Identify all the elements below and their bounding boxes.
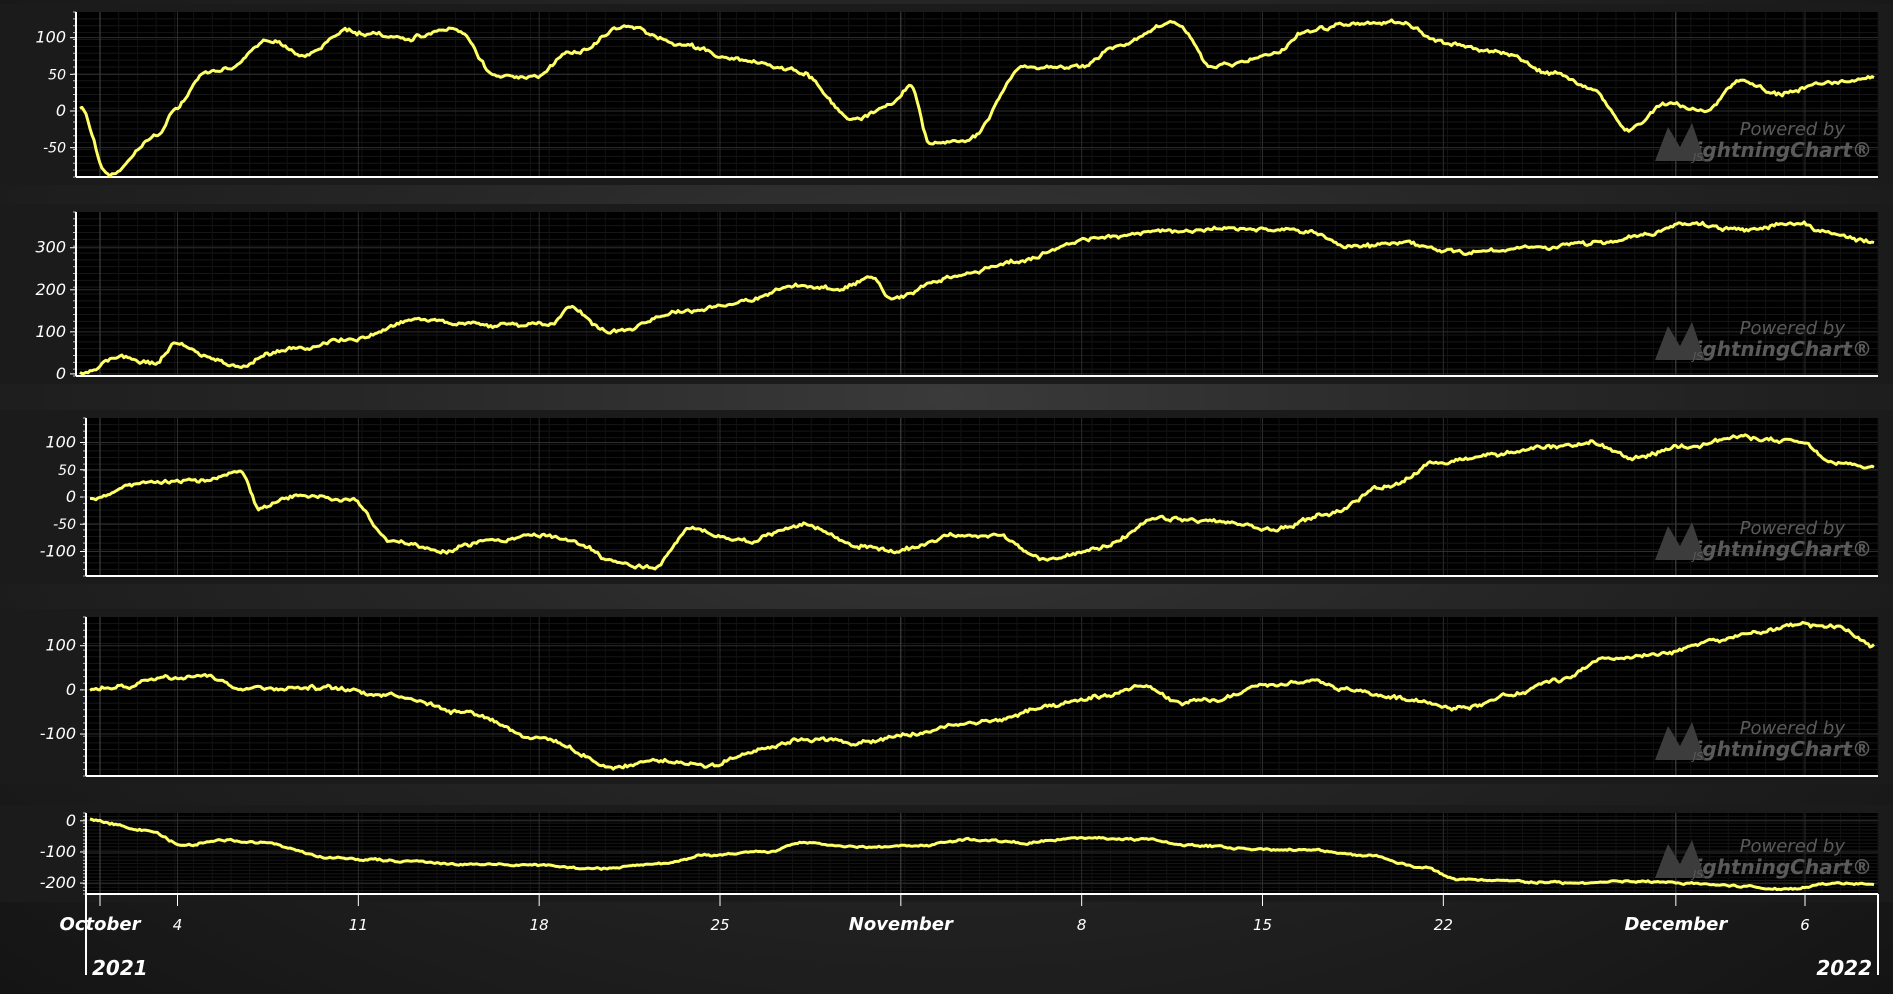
y-tick-label: 100 bbox=[45, 433, 76, 452]
y-tick-label: 50 bbox=[48, 67, 66, 83]
y-tick-label: 300 bbox=[35, 238, 66, 257]
x-tick-label: December bbox=[1624, 914, 1728, 935]
y-tick-label: 0 bbox=[66, 680, 76, 699]
x-tick-label: 22 bbox=[1434, 916, 1453, 934]
y-tick-label: 100 bbox=[45, 636, 76, 655]
series-line-4 bbox=[89, 620, 1875, 771]
y-tick-label: -50 bbox=[43, 141, 66, 157]
watermark-logo-mark: JS bbox=[1691, 868, 1703, 881]
watermark-logo-mark: JS bbox=[1691, 750, 1703, 763]
series-line-5 bbox=[89, 817, 1875, 892]
series-line-2 bbox=[79, 220, 1875, 376]
watermark-line2: LightningChart® bbox=[1683, 737, 1872, 761]
x-tick-label: 15 bbox=[1253, 916, 1272, 934]
x-tick-label: 25 bbox=[710, 916, 729, 934]
x-tick-label: October bbox=[60, 914, 142, 935]
x-axis: October 4 11 18 25 November 8 15 22 December 6 2021… bbox=[60, 894, 1879, 980]
x-tick-label: November bbox=[849, 914, 954, 935]
series-line-1 bbox=[79, 18, 1875, 178]
x-tick-label: 6 bbox=[1800, 916, 1810, 934]
y-tick-label: 100 bbox=[35, 28, 66, 47]
lightningchart-logo-icon bbox=[1655, 123, 1705, 161]
lightningchart-logo-icon bbox=[1655, 722, 1705, 760]
lightningchart-logo-icon bbox=[1655, 840, 1705, 878]
x-tick-label: 18 bbox=[530, 916, 549, 934]
y-tick-label: -100 bbox=[40, 842, 76, 861]
year-label-end: 2022 bbox=[1816, 956, 1872, 980]
y-tick-label: 50 bbox=[58, 463, 76, 479]
watermark-line1: Powered by bbox=[1740, 718, 1846, 739]
watermark-line1: Powered by bbox=[1740, 318, 1846, 339]
watermark-line2: LightningChart® bbox=[1683, 138, 1872, 162]
y-tick-label: -100 bbox=[40, 541, 76, 560]
y-tick-label: -200 bbox=[40, 873, 76, 892]
y-tick-label: 0 bbox=[66, 487, 76, 506]
watermark-logo-mark: JS bbox=[1691, 550, 1703, 563]
y-tick-label: -50 bbox=[53, 517, 76, 533]
y-tick-label: -100 bbox=[40, 724, 76, 743]
y-tick-label: 0 bbox=[56, 101, 66, 120]
watermark-line2: LightningChart® bbox=[1683, 855, 1872, 879]
watermark-line1: Powered by bbox=[1740, 119, 1846, 140]
y-tick-label: 0 bbox=[56, 364, 66, 383]
watermark-logo-mark: JS bbox=[1691, 151, 1703, 164]
x-tick-label: 4 bbox=[173, 916, 183, 934]
y-tick-label: 100 bbox=[35, 322, 66, 341]
year-label-start: 2021 bbox=[92, 956, 148, 980]
x-tick-label: 8 bbox=[1077, 916, 1087, 934]
y-tick-label: 0 bbox=[66, 811, 76, 830]
watermark-logo-mark: JS bbox=[1691, 350, 1703, 363]
watermark-line2: LightningChart® bbox=[1683, 337, 1872, 361]
y-tick-label: 200 bbox=[35, 280, 66, 299]
series-line-3 bbox=[89, 433, 1875, 571]
lightningchart-logo-icon bbox=[1655, 322, 1705, 360]
x-tick-label: 11 bbox=[349, 916, 368, 934]
watermark-line2: LightningChart® bbox=[1683, 537, 1872, 561]
watermark-line1: Powered by bbox=[1740, 518, 1846, 539]
lightningchart-logo-icon bbox=[1655, 522, 1705, 560]
watermark-line1: Powered by bbox=[1740, 836, 1846, 857]
